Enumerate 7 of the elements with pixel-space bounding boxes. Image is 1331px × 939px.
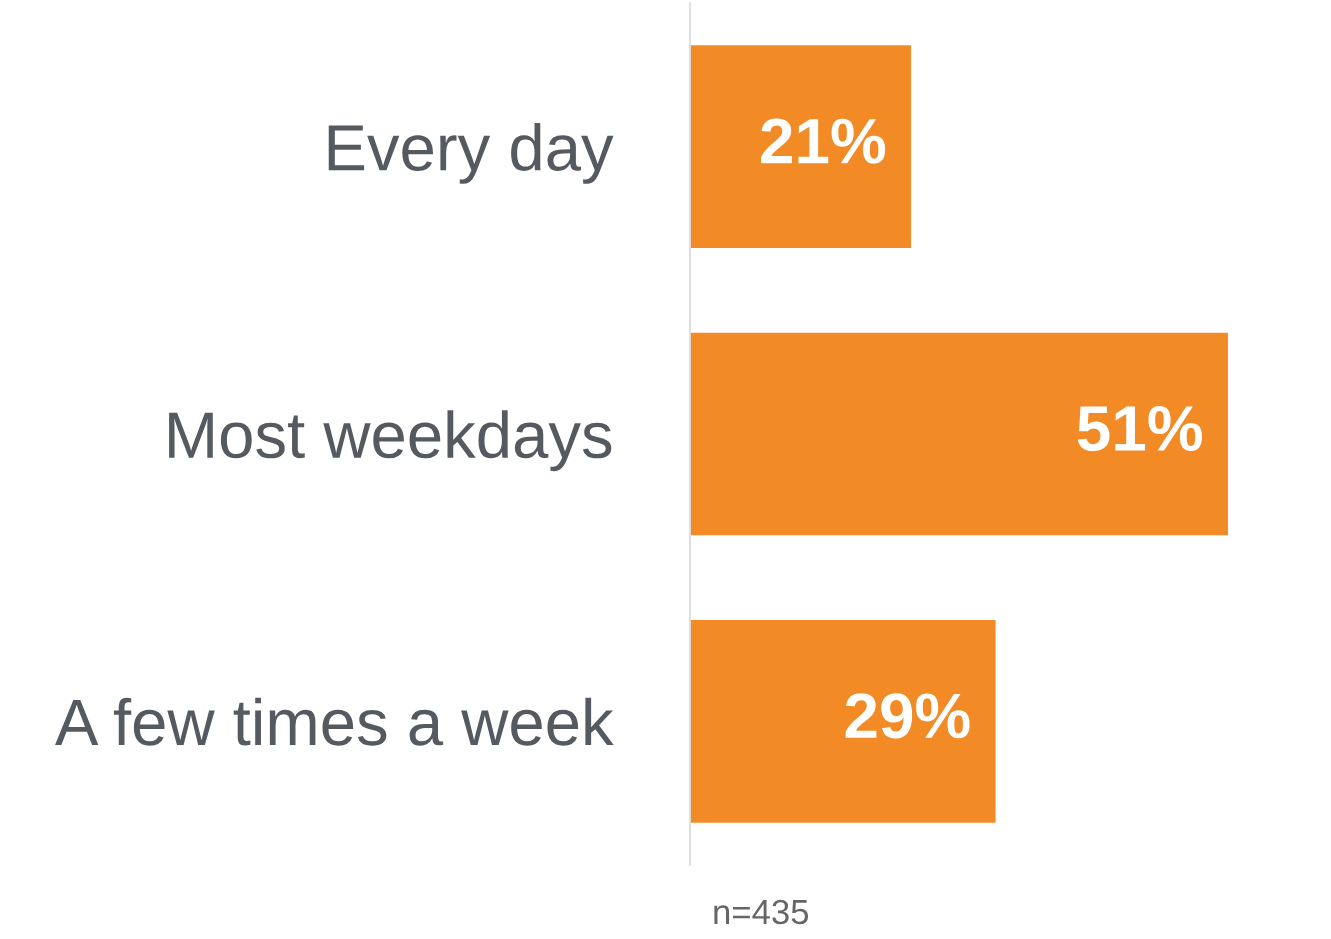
y-tick-label: Every day bbox=[328, 123, 614, 184]
y-tick-label: Most weekdays bbox=[169, 410, 612, 472]
data-label: 29% bbox=[845, 693, 970, 739]
text: n=435 bbox=[714, 899, 809, 925]
y-tick-label: A few times a week bbox=[55, 697, 614, 746]
data-label: 21% bbox=[761, 118, 886, 164]
data-label: 51% bbox=[1077, 406, 1202, 452]
